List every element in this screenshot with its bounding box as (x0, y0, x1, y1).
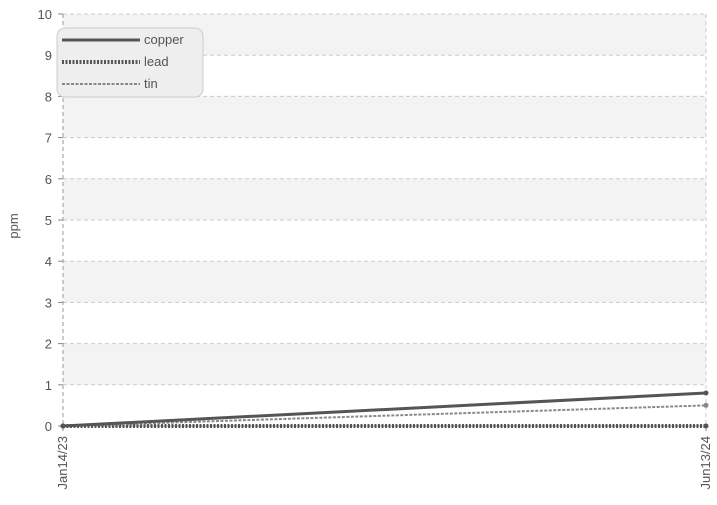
series-line-tin (62, 404, 707, 427)
tick-labels: 0 1 2 3 4 5 6 7 8 9 10 Jan14/23 Jun13/24 (38, 7, 713, 490)
y-tick-label: 0 (45, 419, 52, 434)
y-tick-label: 9 (45, 48, 52, 63)
y-tick-label: 6 (45, 172, 52, 187)
plot-band (63, 261, 706, 303)
x-tick-label: Jan14/23 (55, 436, 70, 490)
plot-band (63, 96, 706, 138)
series-line-copper (62, 391, 707, 428)
legend-label-lead: lead (144, 54, 169, 69)
y-tick-label: 4 (45, 254, 52, 269)
data-point-copper (703, 390, 709, 396)
y-axis-label: ppm (6, 213, 21, 238)
data-point-lead (703, 423, 709, 429)
x-tick-label: Jun13/24 (698, 436, 713, 490)
y-tick-label: 1 (45, 378, 52, 393)
y-tick-label: 5 (45, 213, 52, 228)
y-tick-label: 8 (45, 89, 52, 104)
y-tick-label: 2 (45, 337, 52, 352)
y-tick-label: 3 (45, 295, 52, 310)
legend-label-tin: tin (144, 76, 158, 91)
legend-label-copper: copper (144, 32, 184, 47)
data-point-tin (703, 402, 709, 408)
plot-band (63, 178, 706, 220)
y-tick-label: 10 (38, 7, 52, 22)
y-tick-label: 7 (45, 131, 52, 146)
legend: copper lead tin (56, 27, 204, 98)
data-point-copper (60, 423, 66, 429)
series-lines (60, 390, 709, 429)
plot-band (63, 343, 706, 385)
